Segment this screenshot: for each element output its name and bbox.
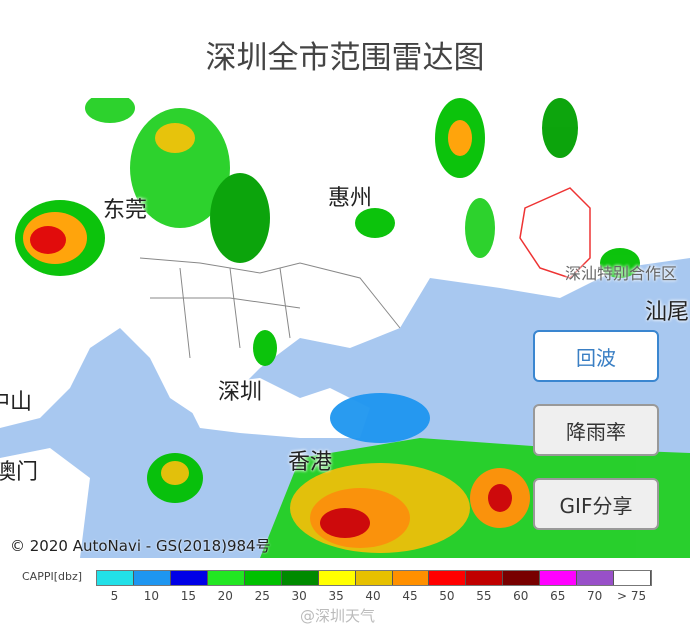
legend-swatch xyxy=(577,571,615,585)
legend-swatch xyxy=(429,571,467,585)
land-hongkong xyxy=(180,378,370,438)
legend-swatch xyxy=(540,571,578,585)
legend-tick: 60 xyxy=(513,589,529,603)
map-label-zhongshan: 中山 xyxy=(0,390,33,415)
map-label-huizhou: 惠州 xyxy=(328,186,373,211)
legend-swatch xyxy=(133,571,171,585)
legend-swatch xyxy=(503,571,541,585)
rainfall-button[interactable]: 降雨率 xyxy=(533,404,659,456)
legend-swatch xyxy=(170,571,208,585)
legend-tick: 25 xyxy=(254,589,270,603)
legend-swatch xyxy=(392,571,430,585)
legend-swatch xyxy=(318,571,356,585)
legend-tick: 5 xyxy=(110,589,119,603)
radar-layer xyxy=(0,98,690,558)
legend-tick: > 75 xyxy=(617,589,647,603)
page-title: 深圳全市范围雷达图 xyxy=(205,40,485,76)
legend-tick: 15 xyxy=(180,589,196,603)
legend-label: CAPPI[dbz] xyxy=(22,570,83,583)
map-label-hongkong: 香港 xyxy=(288,450,333,475)
gif-share-button[interactable]: GIF分享 xyxy=(533,478,659,530)
legend-ticks: 5 10 15 20 25 30 35 40 45 50 55 60 65 70 > 75 xyxy=(96,589,650,603)
map-copyright: © 2020 AutoNavi - GS(2018)984号 xyxy=(10,537,271,555)
legend-tick: 50 xyxy=(439,589,455,603)
legend-color-bar xyxy=(96,570,652,586)
legend-swatch xyxy=(244,571,282,585)
radar-map[interactable]: 东莞 惠州 深圳 香港 中山 澳门 汕尾 深汕特别合作区 xyxy=(0,98,690,558)
map-label-shanwei: 汕尾 xyxy=(645,300,690,325)
legend-swatch xyxy=(355,571,393,585)
legend-tick: 20 xyxy=(217,589,233,603)
legend-swatch xyxy=(614,571,652,585)
legend-tick: 55 xyxy=(476,589,492,603)
echo-button[interactable]: 回波 xyxy=(533,330,659,382)
legend-swatch xyxy=(207,571,245,585)
legend-tick: 35 xyxy=(328,589,344,603)
legend-tick: 65 xyxy=(550,589,566,603)
map-label-shenshan: 深汕特别合作区 xyxy=(565,264,678,283)
legend-tick: 70 xyxy=(587,589,603,603)
shenshan-outline xyxy=(519,187,591,279)
legend-tick: 30 xyxy=(291,589,307,603)
legend-tick: 10 xyxy=(143,589,160,603)
watermark: @深圳天气 xyxy=(300,607,376,625)
legend-swatch xyxy=(281,571,319,585)
radar-echo xyxy=(15,98,690,558)
legend-tick: 40 xyxy=(365,589,381,603)
map-label-shenzhen: 深圳 xyxy=(218,380,263,405)
map-label-dongguan: 东莞 xyxy=(103,198,148,223)
legend-swatch xyxy=(97,571,134,585)
legend-swatch xyxy=(466,571,504,585)
district-lines xyxy=(139,257,401,359)
legend-tick: 45 xyxy=(402,589,418,603)
map-label-macau: 澳门 xyxy=(0,460,39,485)
land-west xyxy=(0,448,90,558)
